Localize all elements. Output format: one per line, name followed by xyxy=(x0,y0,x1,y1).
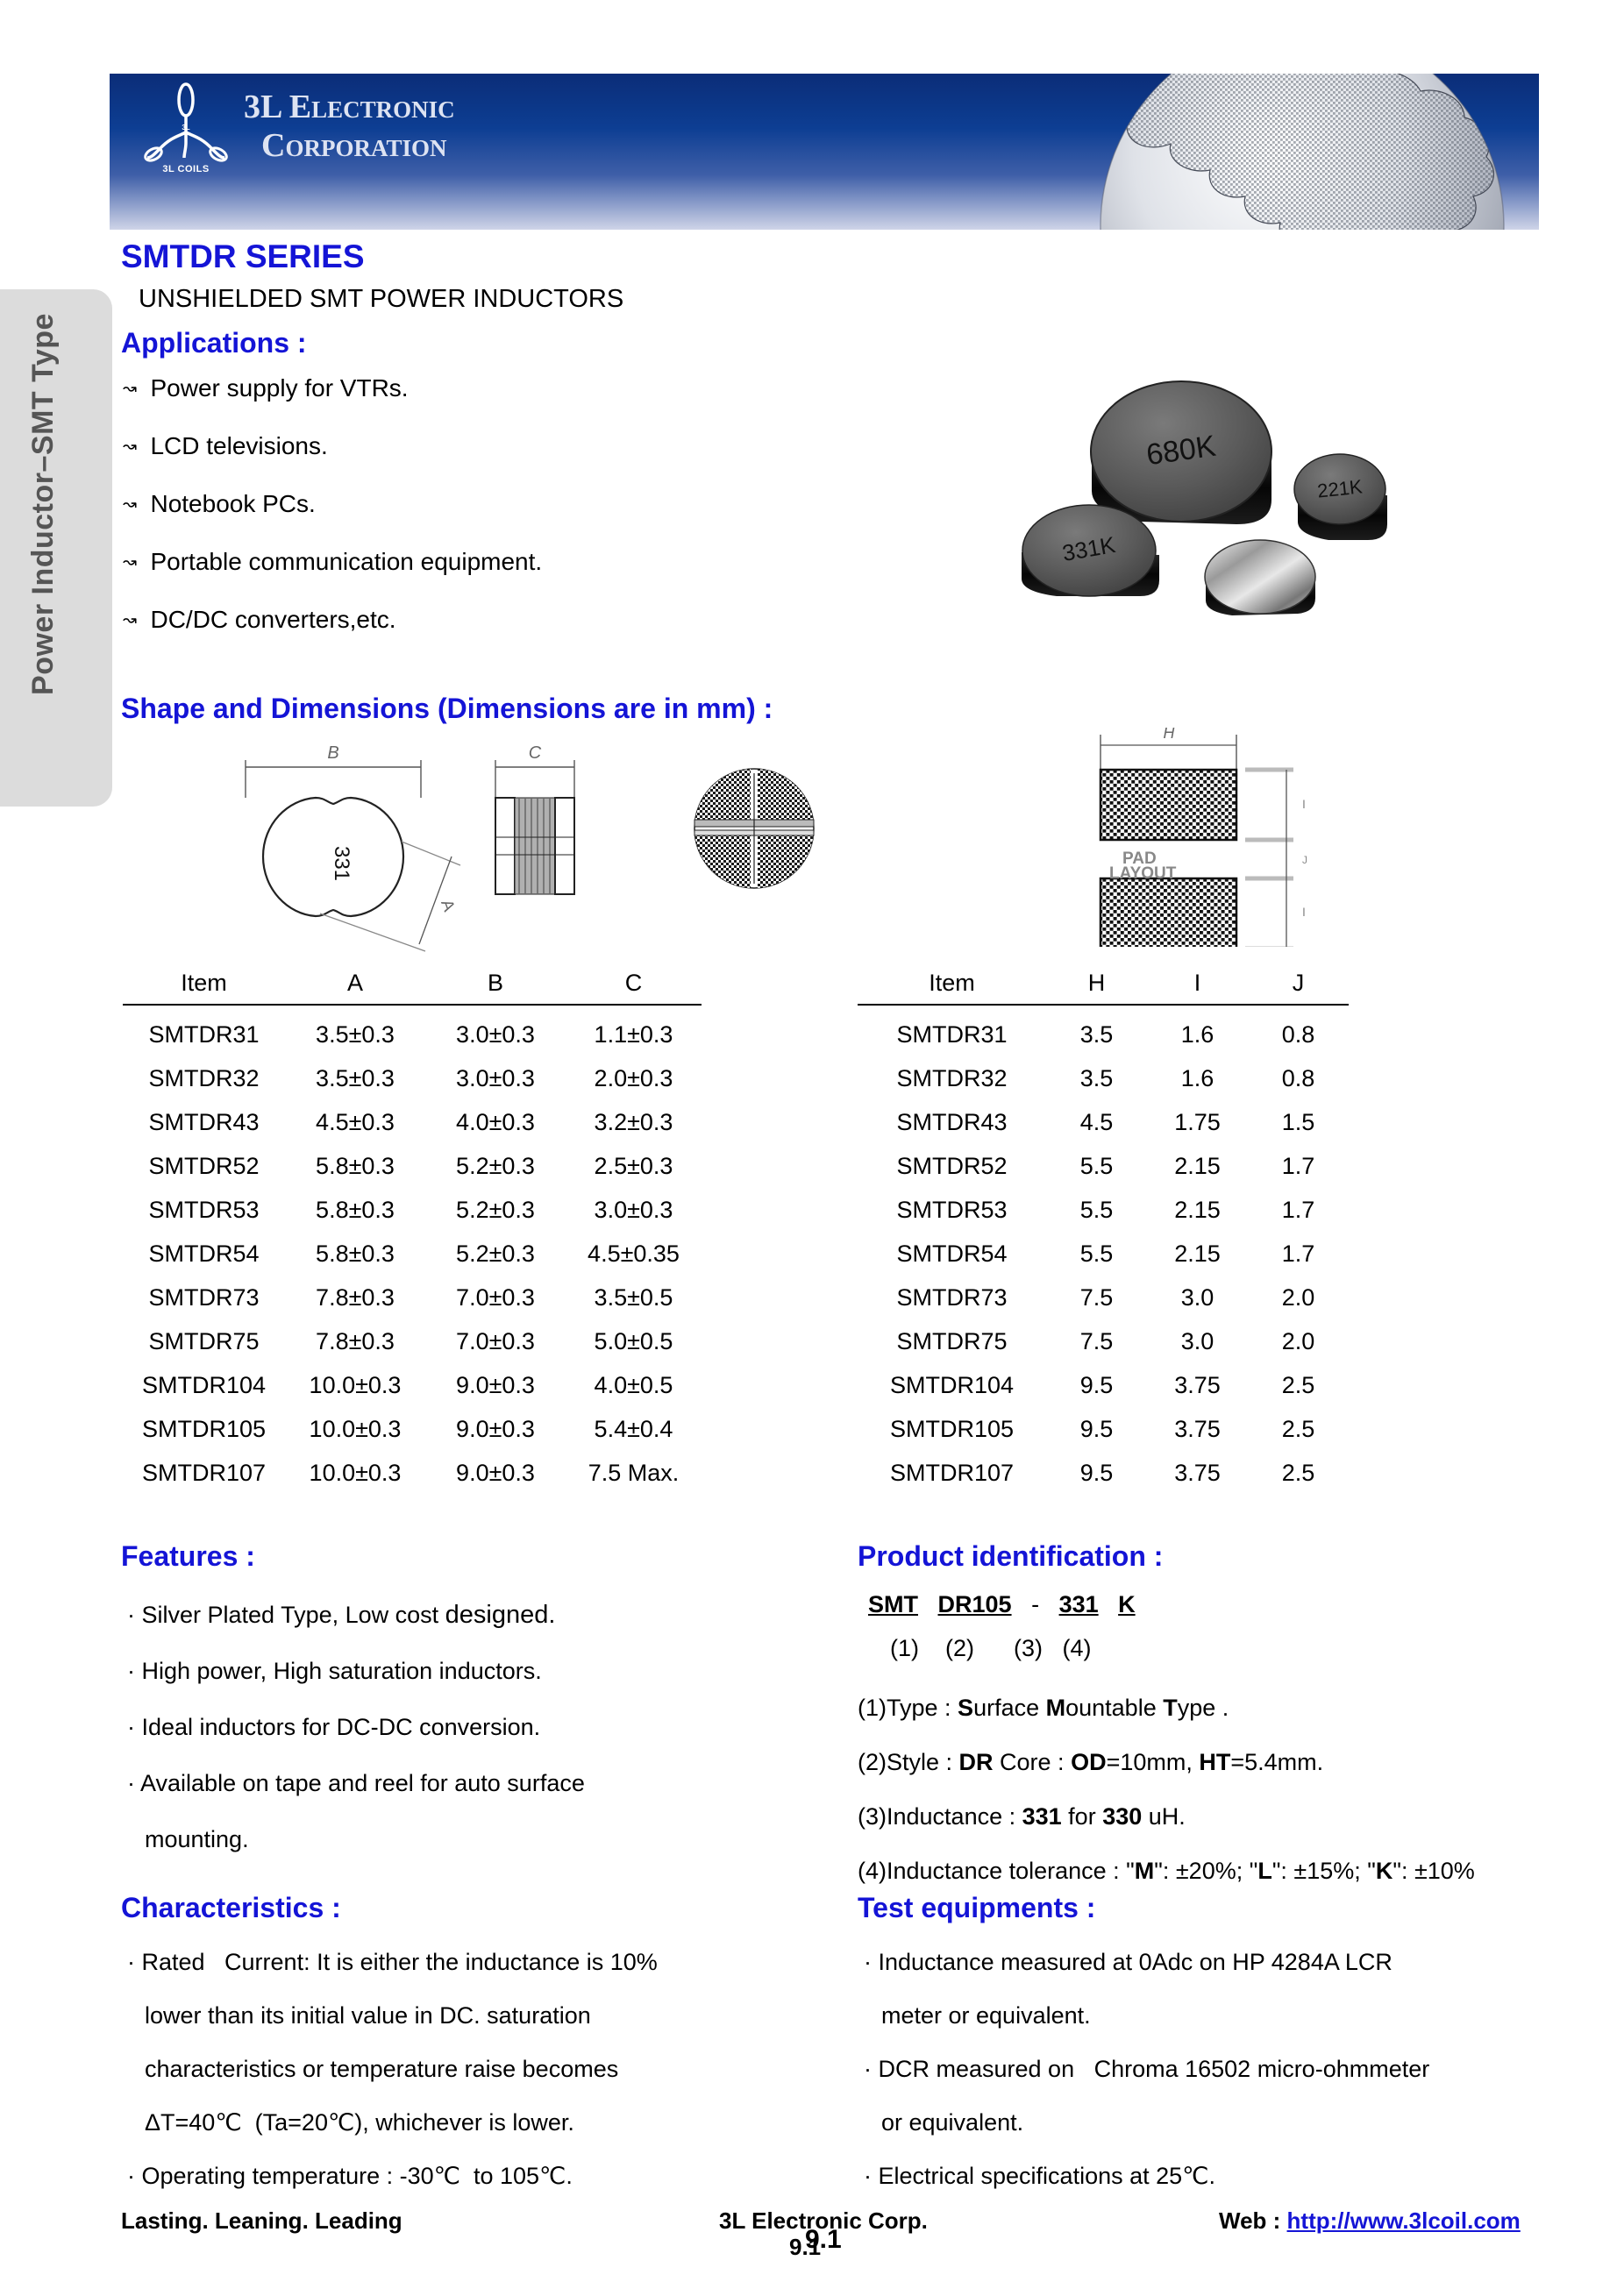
svg-text:3L COILS: 3L COILS xyxy=(162,164,209,174)
svg-text:CORPORATION: CORPORATION xyxy=(261,127,447,164)
svg-text:B: B xyxy=(327,743,338,763)
svg-text:LAYOUT: LAYOUT xyxy=(1109,864,1177,883)
svg-text:I: I xyxy=(1302,905,1306,919)
svg-text:A: A xyxy=(437,898,458,914)
svg-text:C: C xyxy=(529,743,542,763)
svg-text:H: H xyxy=(1164,728,1176,742)
svg-text:3L ELECTRONIC: 3L ELECTRONIC xyxy=(244,89,455,125)
svg-text:J: J xyxy=(1302,854,1307,866)
svg-text:I: I xyxy=(1302,797,1306,811)
svg-text:3L: 3L xyxy=(182,124,189,132)
svg-text:331: 331 xyxy=(330,846,353,881)
